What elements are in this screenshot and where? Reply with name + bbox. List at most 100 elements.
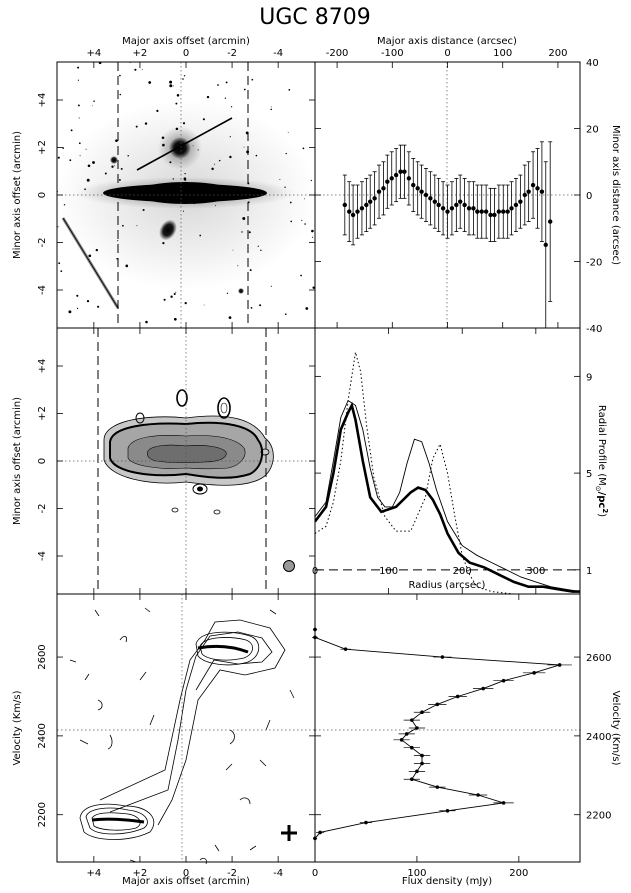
global-point bbox=[435, 785, 440, 789]
radial-profile-dotted-line bbox=[315, 352, 536, 594]
warp-point bbox=[415, 186, 420, 191]
background-star bbox=[68, 310, 72, 314]
warp-point bbox=[466, 206, 472, 211]
background-star bbox=[199, 234, 202, 237]
pv-ridge bbox=[91, 644, 249, 824]
background-star bbox=[279, 178, 281, 180]
optical-ytick-label: +2 bbox=[37, 140, 48, 155]
warp-point bbox=[372, 196, 377, 201]
warp-point bbox=[547, 219, 553, 224]
global-profile-panel: 0 100 200 2600 2400 2200 Flux density (mJy) V… bbox=[312, 593, 621, 887]
background-star bbox=[91, 105, 93, 107]
background-star bbox=[192, 145, 194, 147]
background-star bbox=[173, 317, 177, 321]
background-star bbox=[203, 304, 205, 306]
background-star bbox=[142, 208, 145, 212]
background-star bbox=[85, 148, 87, 150]
background-star bbox=[228, 316, 232, 319]
warp-point bbox=[492, 212, 497, 218]
optical-image bbox=[57, 62, 315, 328]
warp-point bbox=[364, 202, 369, 208]
background-star bbox=[270, 108, 272, 111]
background-star bbox=[241, 231, 243, 233]
warp-point bbox=[381, 186, 386, 191]
warp-ylabel: Minor axis distance (arcsec) bbox=[610, 125, 621, 265]
warp-point bbox=[385, 179, 390, 184]
warp-point bbox=[440, 206, 446, 211]
global-point bbox=[318, 830, 322, 835]
warp-point bbox=[543, 242, 548, 248]
background-star bbox=[242, 217, 246, 220]
global-point bbox=[410, 718, 414, 722]
warp-point bbox=[505, 209, 510, 214]
warp-point bbox=[355, 209, 360, 214]
global-ytick-label: 2200 bbox=[586, 811, 611, 822]
background-star bbox=[92, 161, 95, 164]
warp-point bbox=[535, 186, 540, 191]
global-profile-line bbox=[314, 629, 560, 839]
background-star bbox=[259, 304, 262, 307]
optical-ytick-label: -2 bbox=[37, 238, 48, 248]
background-star bbox=[197, 149, 199, 151]
background-star bbox=[290, 220, 293, 223]
global-point bbox=[420, 761, 424, 766]
background-star bbox=[86, 299, 90, 303]
hi-ytick-label: +2 bbox=[37, 406, 48, 421]
optical-ytick-label: 0 bbox=[37, 192, 48, 198]
background-star bbox=[78, 117, 80, 119]
radial-ylabel-sub: ⊙ bbox=[594, 486, 602, 492]
global-xtick-label: 0 bbox=[312, 868, 318, 879]
background-star bbox=[174, 198, 178, 201]
global-xtick-label: 100 bbox=[407, 868, 426, 879]
figure-title: UGC 8709 bbox=[259, 5, 371, 30]
background-star bbox=[230, 106, 233, 108]
warp-point bbox=[368, 199, 373, 204]
background-star bbox=[249, 269, 252, 272]
background-star bbox=[211, 167, 214, 171]
background-star bbox=[310, 179, 312, 182]
background-star bbox=[76, 307, 79, 310]
warp-xtick-label: 100 bbox=[493, 48, 512, 59]
global-point bbox=[445, 808, 450, 813]
background-star bbox=[76, 294, 79, 297]
warp-point bbox=[359, 206, 365, 211]
optical-image-panel: +4 +2 0 -2 -4 +4 +2 0 -2 -4 Major axis offset (ar… bbox=[12, 36, 316, 329]
optical-xtick-label: -4 bbox=[273, 48, 283, 59]
warp-point bbox=[496, 209, 502, 214]
pv-ytick-label: 2200 bbox=[37, 802, 48, 827]
background-star bbox=[175, 102, 178, 105]
background-star bbox=[118, 178, 121, 181]
global-point bbox=[455, 694, 460, 699]
background-star bbox=[248, 231, 251, 234]
background-star bbox=[255, 154, 258, 157]
radial-ytick-label: 1 bbox=[586, 566, 592, 577]
warp-point bbox=[471, 206, 476, 211]
background-star bbox=[184, 172, 186, 175]
background-star bbox=[215, 205, 216, 207]
warp-point bbox=[488, 212, 493, 218]
background-star bbox=[311, 229, 314, 233]
radial-xtick-label: 200 bbox=[453, 566, 472, 577]
warp-point bbox=[449, 206, 455, 211]
background-star bbox=[175, 291, 177, 293]
background-star bbox=[202, 118, 205, 121]
background-star bbox=[312, 286, 315, 289]
warp-point bbox=[432, 199, 438, 204]
warp-point bbox=[402, 169, 407, 174]
background-star bbox=[184, 301, 187, 305]
background-star bbox=[145, 320, 148, 324]
radial-profile-thick-line bbox=[315, 401, 580, 593]
background-star bbox=[120, 167, 123, 170]
background-star bbox=[115, 139, 118, 142]
radial-ytick-label: 9 bbox=[586, 372, 592, 383]
warp-point bbox=[406, 176, 412, 181]
warp-point bbox=[389, 176, 394, 181]
background-star bbox=[114, 165, 116, 167]
global-point bbox=[410, 777, 414, 782]
global-point bbox=[501, 678, 506, 683]
radial-ylabel: Radial Profile (M⊙/pc2) bbox=[594, 405, 609, 517]
pv-contours bbox=[69, 607, 295, 865]
optical-xtick-label: +4 bbox=[86, 48, 101, 59]
background-star bbox=[311, 236, 314, 238]
background-star bbox=[182, 78, 184, 80]
